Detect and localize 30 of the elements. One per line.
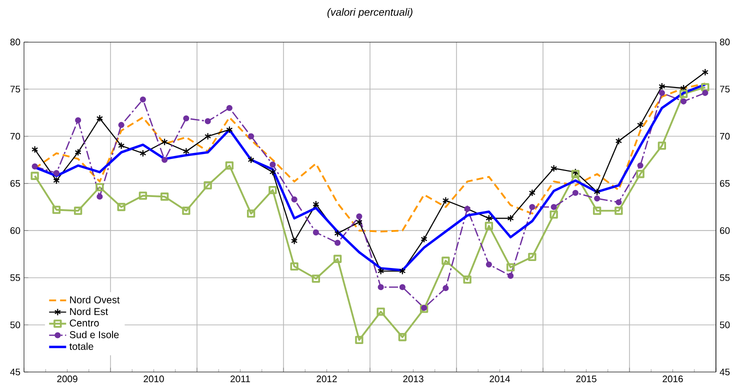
y2-tick-label: 65: [720, 180, 730, 187]
y-tick-label: 55: [10, 274, 20, 282]
legend-label: Nord Est: [70, 308, 108, 316]
x-tick-label: 2016: [662, 376, 683, 382]
legend-label: totale: [69, 342, 94, 350]
legend-label: Centro: [70, 319, 99, 327]
legend-label: Sud e Isole: [70, 330, 119, 338]
y-tick-label: 70: [10, 132, 20, 140]
x-tick-label: 2010: [144, 376, 164, 382]
x-tick-label: 2012: [316, 376, 337, 382]
y2-tick-label: 70: [720, 132, 730, 140]
y-tick-label: 65: [10, 180, 20, 187]
y2-tick-label: 55: [720, 274, 730, 282]
x-tick-label: 2015: [576, 376, 596, 382]
y-tick-label: 50: [10, 322, 20, 328]
chart-subtitle: (valori percentuali): [327, 8, 412, 18]
y-tick-label: 60: [10, 227, 20, 234]
y2-tick-label: 75: [720, 86, 730, 92]
y2-tick-label: 50: [720, 322, 730, 328]
y2-tick-label: 60: [720, 227, 730, 234]
y2-tick-label: 45: [720, 368, 730, 376]
y-tick-label: 75: [10, 86, 20, 92]
y-tick-label: 45: [10, 368, 20, 376]
legend-label: Nord Ovest: [70, 296, 120, 304]
x-tick-label: 2014: [490, 376, 510, 382]
y-tick-label: 80: [10, 38, 20, 46]
x-tick-label: 2011: [230, 376, 250, 382]
y2-tick-label: 80: [720, 38, 730, 46]
x-tick-label: 2009: [57, 376, 78, 382]
x-tick-label: 2013: [403, 376, 424, 382]
